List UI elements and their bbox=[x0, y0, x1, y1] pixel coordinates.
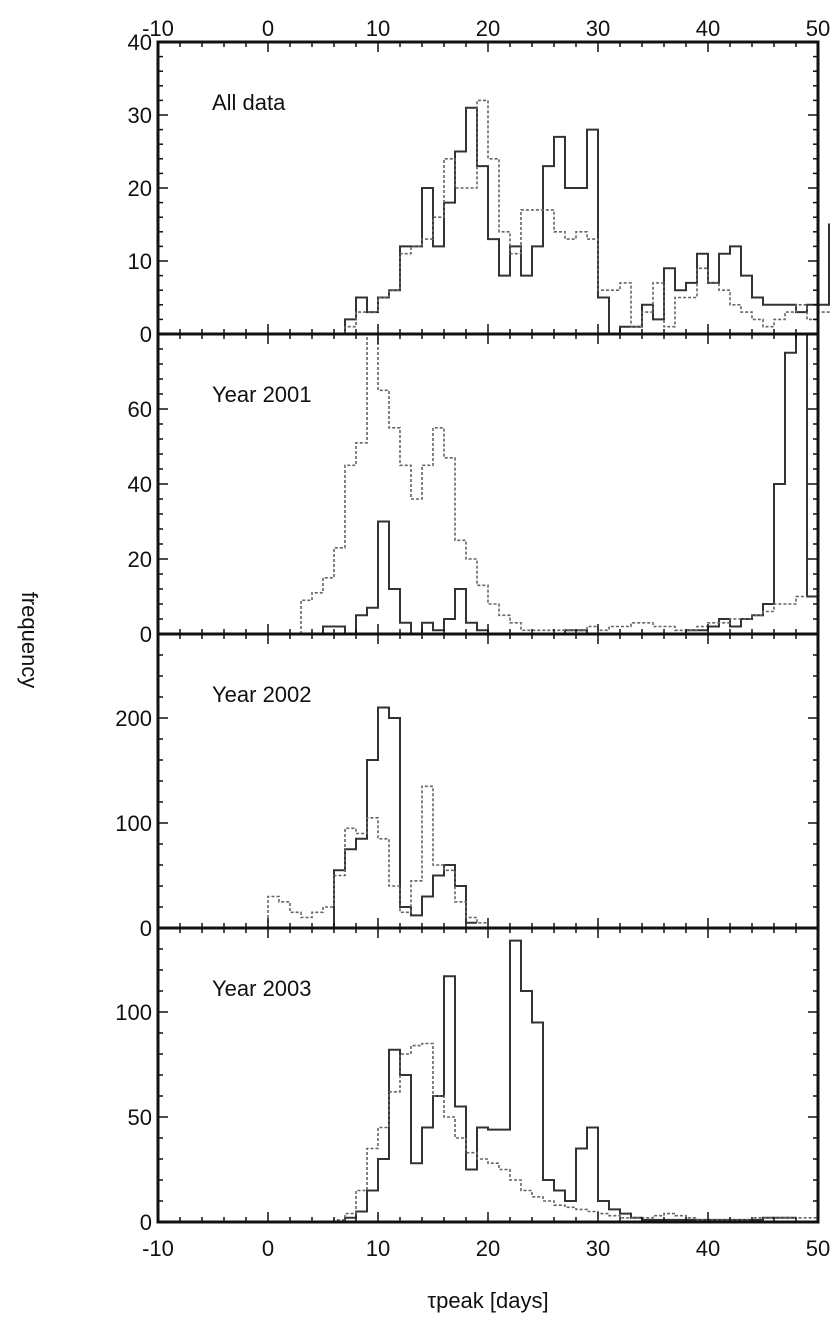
x-tick-label-bottom: -10 bbox=[142, 1236, 174, 1261]
panel-label: All data bbox=[212, 90, 286, 115]
x-tick-label-top: 20 bbox=[476, 16, 500, 41]
y-tick-label: 0 bbox=[140, 916, 152, 941]
x-tick-label-top: 30 bbox=[586, 16, 610, 41]
panel-2: 0 20 40 60 Year 2001 bbox=[128, 332, 820, 647]
y-tick-label: 0 bbox=[140, 622, 152, 647]
panel-3-series-solid bbox=[333, 706, 477, 928]
panel-1: 0 10 20 30 40 All data -10 0 10 20 30 40 50 bbox=[128, 16, 830, 347]
y-tick-label: 40 bbox=[128, 30, 152, 55]
x-tick-label-bottom: 50 bbox=[806, 1236, 830, 1261]
x-tick-label-top: 0 bbox=[262, 16, 274, 41]
x-tick-label-bottom: 20 bbox=[476, 1236, 500, 1261]
y-tick-label: 30 bbox=[128, 103, 152, 128]
y-tick-label: 0 bbox=[140, 1210, 152, 1235]
y-tick-label: 100 bbox=[115, 811, 152, 836]
panel-label: Year 2003 bbox=[212, 976, 312, 1001]
panel-4: 0 50 100 Year 2003 bbox=[115, 926, 820, 1235]
x-tick-label-bottom: 0 bbox=[262, 1236, 274, 1261]
x-tick-label-bottom: 10 bbox=[366, 1236, 390, 1261]
y-tick-label: 200 bbox=[115, 706, 152, 731]
y-tick-label: 10 bbox=[128, 249, 152, 274]
y-tick-label: 20 bbox=[128, 176, 152, 201]
x-tick-label-bottom: 40 bbox=[696, 1236, 720, 1261]
y-tick-label: 40 bbox=[128, 472, 152, 497]
panel-4-frame bbox=[156, 926, 820, 1224]
x-tick-label-top: -10 bbox=[142, 16, 174, 41]
y-tick-label: 0 bbox=[140, 322, 152, 347]
x-tick-labels-bottom: -10 0 10 20 30 40 50 bbox=[142, 1236, 830, 1261]
y-tick-label: 100 bbox=[115, 1000, 152, 1025]
x-tick-label-top: 10 bbox=[366, 16, 390, 41]
panel-2-frame bbox=[156, 332, 820, 636]
panel-3-series-dashed bbox=[267, 785, 488, 928]
panel-label: Year 2002 bbox=[212, 682, 312, 707]
panel-label: Year 2001 bbox=[212, 382, 312, 407]
y-tick-label: 20 bbox=[128, 547, 152, 572]
x-tick-label-top: 40 bbox=[696, 16, 720, 41]
panel-1-series-solid bbox=[344, 106, 830, 335]
panel-1-series-dashed bbox=[344, 99, 830, 334]
panel-4-series-solid bbox=[344, 939, 796, 1222]
panel-2-series-solid bbox=[322, 333, 818, 635]
panel-2-series-dashed bbox=[300, 333, 807, 634]
panel-3: 0 100 200 Year 2002 bbox=[115, 632, 820, 941]
y-tick-label: 50 bbox=[128, 1105, 152, 1130]
y-tick-label: 60 bbox=[128, 397, 152, 422]
x-tick-label-top: 50 bbox=[806, 16, 830, 41]
y-axis-label: frequency bbox=[17, 592, 42, 689]
panel-3-frame bbox=[156, 632, 820, 930]
x-tick-label-bottom: 30 bbox=[586, 1236, 610, 1261]
panel-4-series-dashed bbox=[333, 1042, 818, 1222]
x-axis-label: τpeak [days] bbox=[427, 1288, 548, 1313]
